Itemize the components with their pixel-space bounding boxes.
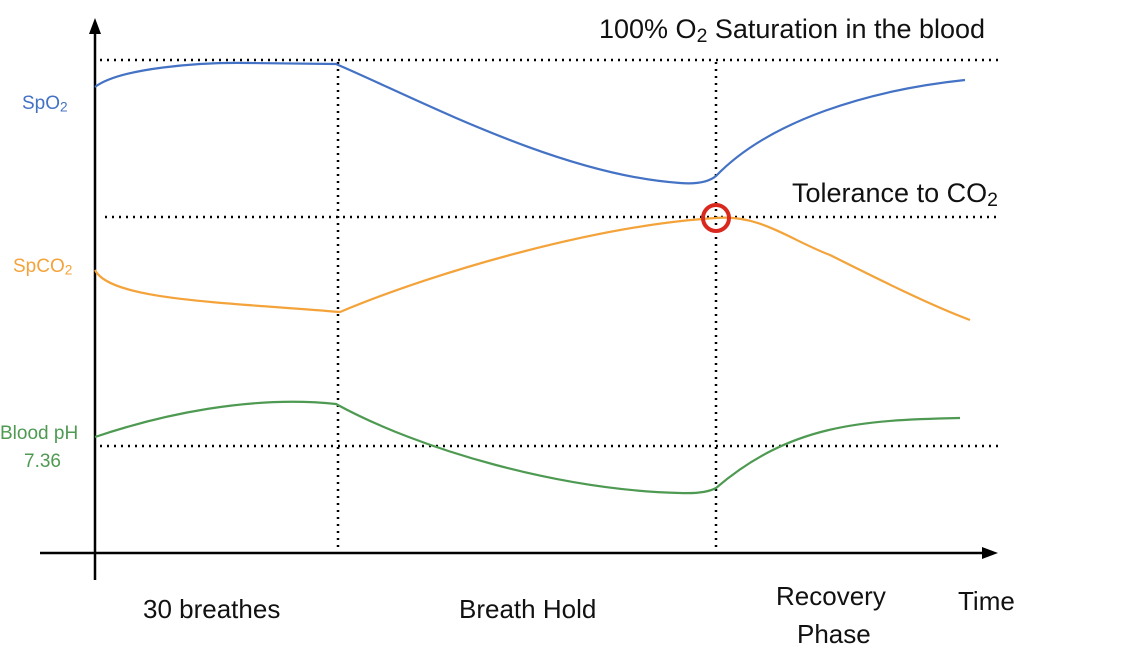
phase-label-recovery-line2: Phase (797, 619, 871, 649)
blood-ph-curve (94, 400, 961, 495)
blood-ph-value: 7.36 (24, 451, 61, 472)
phase-label-recovery: Recovery (776, 581, 886, 611)
co2-tolerance-annotation: Tolerance to CO2 (792, 178, 998, 211)
o2-saturation-annotation: 100% O2 Saturation in the blood (599, 14, 986, 47)
blood-ph-label: Blood pH (0, 423, 79, 444)
spo2-curve (94, 61, 966, 185)
spo2-label: SpO2 (22, 93, 68, 115)
x-axis-arrow (982, 547, 998, 559)
phase-label-30-breathes: 30 breathes (143, 594, 281, 624)
x-axis-label-time: Time (958, 586, 1015, 616)
y-axis-arrow (89, 18, 101, 34)
spco2-curve (94, 216, 971, 322)
phase-label-breath-hold: Breath Hold (459, 594, 597, 624)
spco2-label: SpCO2 (13, 256, 73, 278)
co2-tolerance-marker (701, 203, 731, 233)
